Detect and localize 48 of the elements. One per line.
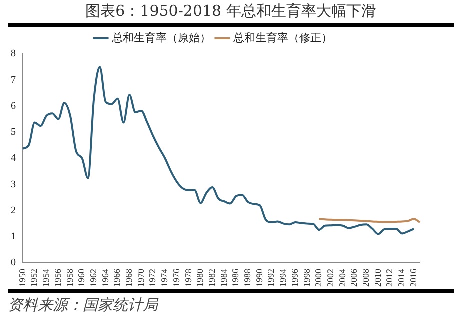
text: 资料来源：国家统计局 bbox=[8, 296, 160, 315]
x-tick-label: 1992 bbox=[266, 269, 276, 287]
x-tick-label: 2008 bbox=[361, 268, 372, 287]
x-tick-label: 2012 bbox=[384, 269, 395, 287]
x-tick-label: 1964 bbox=[100, 268, 110, 287]
x-tick-label: 1974 bbox=[160, 268, 170, 287]
x-tick-label: 1958 bbox=[64, 268, 75, 287]
x-tick-label: 1962 bbox=[88, 269, 98, 287]
x-tick-label: 2006 bbox=[349, 268, 360, 287]
x-tick-label: 1990 bbox=[254, 268, 264, 287]
y-tick-label: 8 bbox=[11, 48, 16, 60]
x-tick-label: 2014 bbox=[396, 268, 407, 287]
x-tick-label: 1996 bbox=[290, 268, 300, 287]
x-tick-label: 2000 bbox=[314, 268, 324, 287]
y-tick-label: 2 bbox=[11, 205, 16, 216]
y-tick-label: 0 bbox=[11, 258, 16, 269]
x-tick-label: 1954 bbox=[41, 268, 52, 287]
x-tick-label: 1966 bbox=[112, 268, 122, 287]
x-tick-label: 1960 bbox=[76, 268, 87, 287]
y-tick-label: 5 bbox=[11, 127, 16, 138]
x-tick-label: 1978 bbox=[183, 268, 194, 287]
x-tick-label: 1976 bbox=[171, 268, 182, 287]
y-tick-label: 4 bbox=[11, 153, 16, 164]
chart-title: 图表6：1950-2018 年总和生育率大幅下滑 bbox=[8, 2, 454, 27]
x-tick-label: 2010 bbox=[372, 268, 383, 287]
x-tick-label: 1986 bbox=[230, 268, 241, 287]
x-tick-label: 1998 bbox=[302, 268, 312, 287]
line-series bbox=[22, 66, 416, 236]
legend-label: 总和生育率（原始） bbox=[111, 31, 211, 44]
x-tick-label: 1972 bbox=[148, 269, 158, 287]
x-tick-label: 1980 bbox=[195, 268, 206, 287]
x-tick-label: 1968 bbox=[124, 268, 134, 287]
x-tick-label: 1970 bbox=[136, 268, 146, 287]
y-tick-label: 1 bbox=[11, 232, 16, 242]
x-tick-label: 2016 bbox=[408, 268, 418, 287]
y-tick-label: 6 bbox=[11, 100, 16, 112]
x-tick-label: 1994 bbox=[278, 268, 288, 287]
y-tick-label: 3 bbox=[11, 179, 16, 190]
y-tick-label: 7 bbox=[11, 74, 16, 86]
x-tick-label: 2002 bbox=[325, 269, 336, 287]
x-tick-label: 1988 bbox=[242, 268, 253, 287]
legend-label: 总和生育率（修正） bbox=[232, 31, 332, 44]
x-tick-label: 1950 bbox=[17, 268, 28, 287]
x-tick-label: 1984 bbox=[218, 268, 229, 287]
x-tick-label: 2004 bbox=[337, 268, 348, 287]
x-tick-label: 1956 bbox=[52, 268, 63, 287]
x-tick-label: 1952 bbox=[29, 269, 40, 287]
x-tick-label: 1982 bbox=[206, 269, 217, 287]
